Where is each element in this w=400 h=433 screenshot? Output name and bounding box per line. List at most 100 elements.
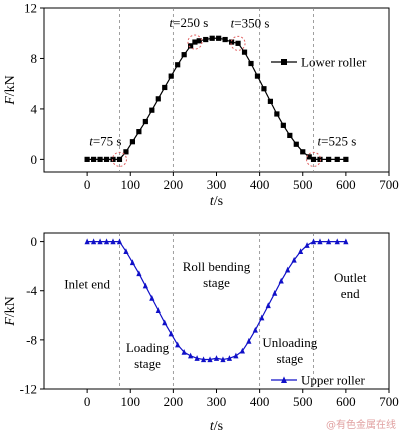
data-point [306,154,312,160]
data-point [123,149,129,155]
x-tick-label: 400 [250,394,270,409]
data-point [188,43,194,49]
data-point [168,73,174,79]
y-tick-label: 8 [31,51,38,66]
data-point [226,355,233,361]
data-point [246,337,252,344]
x-tick-label: 0 [84,177,91,192]
y-axis-label: F/kN [3,75,18,106]
data-point [97,238,103,245]
time-annotation: t=250 s [170,15,209,30]
x-tick-label: 200 [164,177,184,192]
y-tick-label: 12 [24,1,37,16]
x-tick-label: 0 [84,394,91,409]
data-point [220,356,226,363]
data-point [84,156,90,162]
data-point [196,38,202,44]
data-point [149,294,155,301]
x-tick-label: 500 [293,394,313,409]
plot-frame [43,232,390,390]
data-point [293,141,299,147]
highlight-circle [187,34,203,50]
data-point [241,49,248,55]
data-point [326,156,332,162]
time-annotation: t=75 s [89,133,121,148]
data-point [110,156,116,162]
data-point [310,238,317,245]
data-point [278,277,284,284]
x-tick-label: 500 [293,177,313,192]
stage-label: Outlet [334,270,367,285]
data-point [192,39,198,45]
data-point [200,356,207,363]
data-point [267,98,274,104]
data-point [142,282,148,289]
x-tick-label: 400 [250,177,270,192]
data-point [116,238,123,245]
data-point [291,256,297,263]
x-axis-label: t/s [210,194,223,209]
data-point [261,86,267,92]
stage-label: stage [203,275,230,290]
data-point [233,352,239,359]
data-point [259,314,265,321]
highlight-circle [306,151,322,167]
legend-label: Lower roller [301,55,367,70]
data-point [181,52,187,58]
data-point [155,96,161,102]
data-point [90,238,97,245]
stage-label: stage [276,351,303,366]
x-tick-label: 300 [207,177,227,192]
data-point [235,40,241,46]
x-tick-label: 100 [121,394,141,409]
data-point [300,149,306,155]
data-point [175,62,181,68]
chart-lower-roller: 0 100 200 300 400 500 600 700 0 4 8 12 t/s F/kN Lower … [3,1,399,210]
y-axis-label: F/kN [3,296,18,327]
data-point [326,238,332,245]
data-point [310,156,317,162]
data-point [343,238,349,245]
time-annotation: t=525 s [318,133,357,148]
data-point [175,341,181,348]
data-point [116,156,123,162]
data-point [84,238,90,245]
data-point [203,36,209,43]
data-point [162,84,168,91]
data-point [149,107,155,113]
data-point [181,348,187,355]
data-point [123,248,129,255]
data-point [254,73,261,79]
data-point [334,238,340,245]
data-point [287,132,293,139]
x-tick-label: 700 [379,177,399,192]
highlight-circle [230,35,246,51]
x-tick-label: 100 [121,177,141,192]
data-point [317,238,323,245]
legend-marker [281,59,287,65]
time-annotation: t=350 s [231,15,270,30]
data-point [110,238,116,245]
data-point [297,248,304,255]
data-point [97,156,103,162]
data-point [239,347,245,354]
data-point [103,156,110,162]
stage-label: Inlet end [64,276,110,291]
data-point [155,307,161,313]
stage-label: stage [134,356,161,371]
highlight-circle [111,151,127,167]
y-tick-label: 0 [31,152,38,167]
y-tick-label: 4 [31,101,38,116]
x-tick-label: 200 [164,394,184,409]
y-tick-label: 0 [31,234,38,249]
data-point [343,156,349,162]
y-tick-label: -8 [26,332,37,347]
data-point [142,118,148,125]
data-point [272,289,278,296]
data-point [129,259,136,266]
data-point [285,266,291,273]
y-tick-label: -12 [20,382,37,397]
data-point [317,156,323,162]
data-point [248,60,254,67]
